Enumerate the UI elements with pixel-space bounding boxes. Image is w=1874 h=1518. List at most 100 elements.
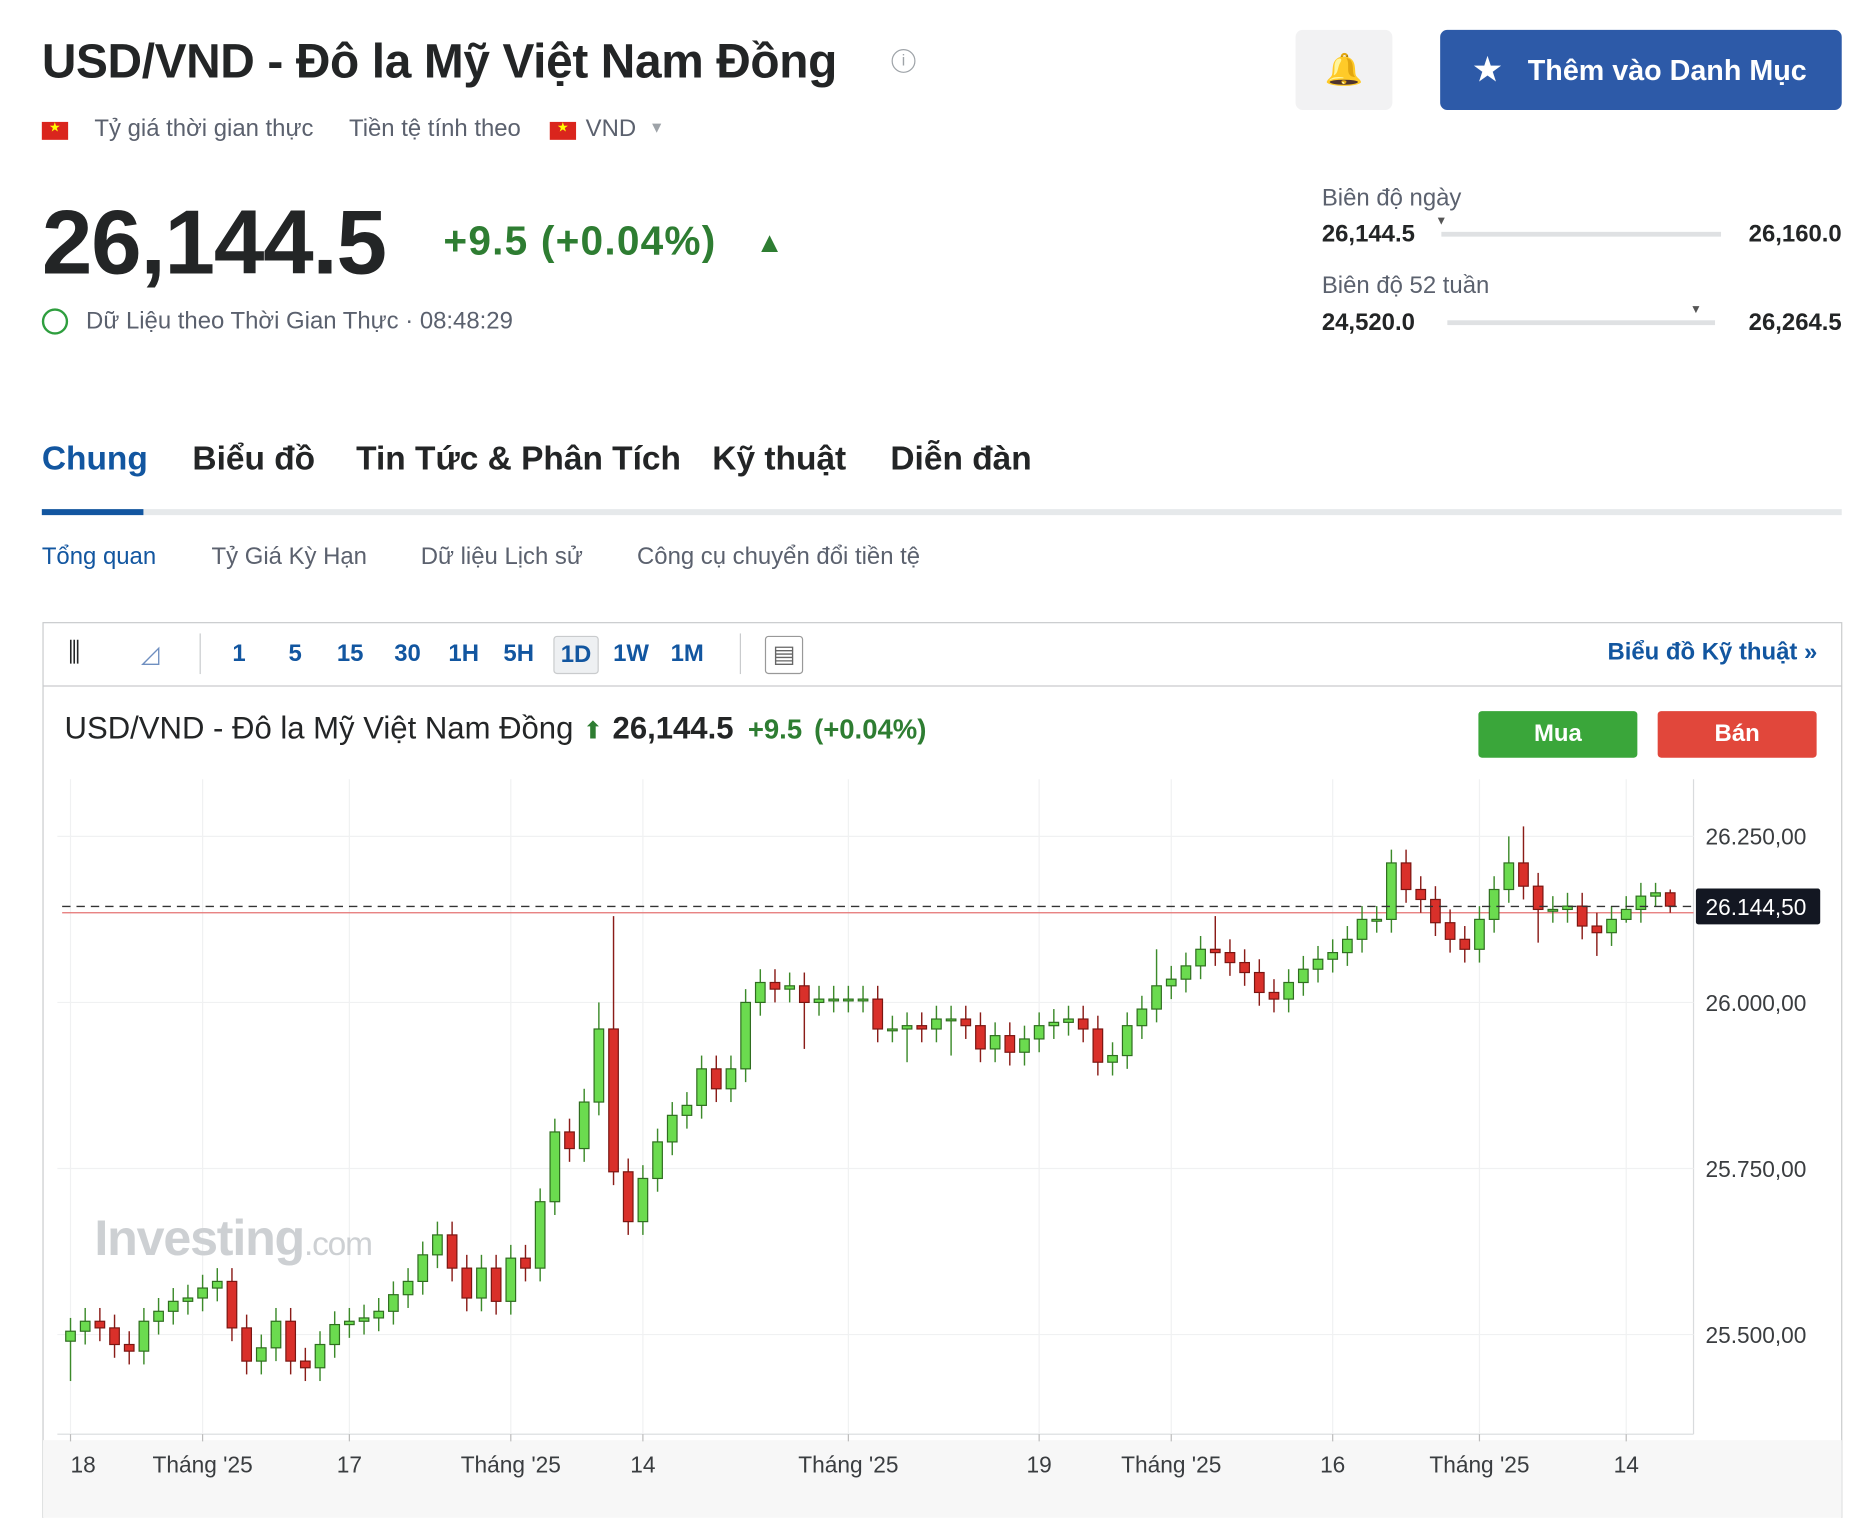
tab[interactable]: Diễn đàn (890, 439, 1032, 477)
subtab[interactable]: Tổng quan (41, 543, 157, 571)
interval[interactable]: 15 (336, 640, 364, 667)
watermark-suffix: .com (304, 1225, 373, 1263)
dropdown-arrow[interactable]: ▼ (648, 118, 665, 137)
candle-body (1415, 888, 1427, 901)
subtab[interactable]: Dữ liệu Lịch sử (420, 543, 583, 571)
candle-body (1386, 862, 1397, 920)
week52-marker: ▼ (1689, 303, 1702, 317)
candle-body (329, 1323, 341, 1346)
interval[interactable]: 1D (553, 635, 599, 675)
y-tick-label: 26.000,00 (1705, 990, 1806, 1016)
candle-body (1635, 895, 1647, 911)
x-tick-label: Tháng '25 (461, 1451, 561, 1477)
y-tick-label: 26.250,00 (1705, 824, 1806, 850)
flag (549, 120, 577, 140)
interval[interactable]: 30 (394, 640, 421, 667)
candle-body (197, 1287, 208, 1299)
alert-button[interactable]: 🔔 (1295, 29, 1393, 110)
candle-body (1503, 862, 1515, 891)
candle-body (740, 1001, 752, 1070)
candle-body (534, 1201, 546, 1269)
x-tick-label: Tháng '25 (153, 1451, 253, 1477)
interval[interactable]: 5 (288, 640, 302, 667)
info-icon[interactable]: i (891, 49, 916, 73)
week52-low: 24,520.0 (1321, 309, 1415, 336)
news-icon[interactable]: ▤ (764, 635, 804, 675)
chart-card (42, 622, 1843, 1518)
interval[interactable]: 5H (503, 640, 534, 667)
chart-name: USD/VND - Đô la Mỹ Việt Nam Đồng (64, 709, 574, 746)
candle-body (1518, 862, 1529, 887)
interval[interactable]: 1 (232, 640, 246, 667)
candle-body (1165, 978, 1177, 987)
candle-body (1209, 948, 1221, 954)
candle-body (285, 1320, 297, 1362)
candle-body (842, 998, 854, 1002)
candle-body (520, 1257, 531, 1269)
watermark: Investing.com (94, 1209, 373, 1266)
tab[interactable]: Kỹ thuật (712, 439, 847, 477)
candle-body (1650, 892, 1661, 897)
watermark-main: Investing (94, 1209, 305, 1266)
candle-icon[interactable]: ⫼ (68, 637, 81, 667)
chart-change: +9.5 (747, 713, 803, 745)
area-icon[interactable]: ◿ (141, 641, 160, 669)
candle-body (1019, 1038, 1030, 1053)
candle-body (1341, 938, 1353, 954)
candle-body (314, 1343, 326, 1369)
interval[interactable]: 1W (613, 640, 649, 667)
candle-body (1664, 892, 1676, 907)
candle-body (769, 981, 781, 990)
x-tick-label: 14 (630, 1451, 655, 1477)
candle-body (1077, 1018, 1089, 1030)
buy-button[interactable]: Mua (1478, 711, 1638, 758)
interval[interactable]: 1H (448, 640, 479, 667)
candle-body (1063, 1018, 1074, 1023)
candle-body (1576, 905, 1588, 927)
candle-body (1283, 981, 1295, 1000)
chart-price: 26,144.5 (612, 709, 734, 746)
candle-body (1136, 1008, 1148, 1027)
subtab[interactable]: Công cụ chuyển đổi tiền tệ (637, 543, 921, 571)
candle-body (1092, 1028, 1104, 1063)
tab[interactable]: Biểu đồ (192, 439, 316, 477)
up-arrow: ⬆ (582, 718, 603, 745)
candle-body (226, 1280, 238, 1329)
clock-icon (41, 308, 69, 335)
candle-body (916, 1025, 928, 1030)
watchlist-label: Thêm vào Danh Mục (1527, 54, 1807, 88)
currency[interactable]: VND (585, 115, 637, 143)
candle-body (1430, 898, 1441, 924)
candle-body (123, 1343, 135, 1352)
toolbar-separator (739, 633, 741, 675)
candle-body (167, 1300, 179, 1312)
technical-chart-link[interactable]: Biểu đồ Kỹ thuật » (1607, 639, 1818, 666)
candle-body (358, 1317, 370, 1322)
candle-body (1444, 922, 1456, 940)
realtime-label: Tỷ giá thời gian thực (94, 115, 314, 143)
candle-body (637, 1177, 649, 1223)
flag (41, 120, 69, 140)
sell-button[interactable]: Bán (1657, 711, 1817, 758)
candle-body (476, 1267, 487, 1299)
watchlist-button[interactable]: ★ Thêm vào Danh Mục (1440, 29, 1842, 110)
candle-body (622, 1171, 634, 1223)
candle-body (211, 1280, 223, 1289)
subtab[interactable]: Tỷ Giá Kỳ Hạn (211, 543, 367, 571)
candle-body (1356, 918, 1368, 940)
candle-body (681, 1104, 693, 1116)
candle-body (887, 1028, 898, 1032)
candle-body (1224, 952, 1236, 964)
candle-body (343, 1320, 355, 1326)
candle-body (784, 985, 796, 990)
last-price-label: 26.144,50 (1705, 894, 1806, 920)
tab[interactable]: Tin Tức & Phân Tích (356, 439, 681, 477)
tab[interactable]: Chung (41, 439, 148, 477)
day-low: 26,144.5 (1321, 221, 1415, 248)
candle-body (1107, 1054, 1118, 1063)
week52-bar (1447, 320, 1716, 326)
interval[interactable]: 1M (670, 640, 704, 667)
x-tick-label: Tháng '25 (1121, 1451, 1221, 1477)
week52-high: 26,264.5 (1748, 309, 1842, 336)
